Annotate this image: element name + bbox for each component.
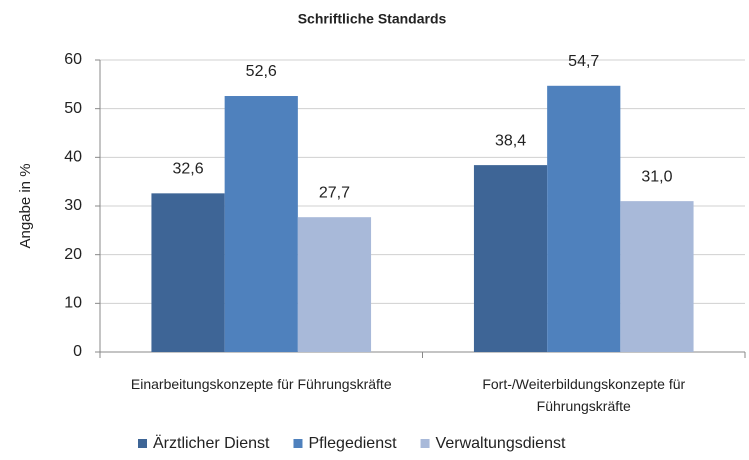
- y-tick-label: 40: [64, 149, 82, 166]
- value-label: 54,7: [568, 53, 599, 70]
- y-tick-label: 30: [64, 197, 82, 214]
- y-tick-label: 10: [64, 295, 82, 312]
- y-tick-label: 20: [64, 246, 82, 263]
- value-label: 31,0: [641, 168, 672, 185]
- legend-swatch: [293, 439, 303, 448]
- legend-swatch: [138, 439, 147, 448]
- bar: [151, 193, 225, 352]
- value-label: 32,6: [172, 161, 203, 178]
- legend-label: Verwaltungsdienst: [436, 435, 566, 452]
- legend-label: Pflegedienst: [308, 435, 397, 452]
- y-tick-label: 60: [64, 51, 82, 68]
- bar: [297, 217, 372, 352]
- value-label: 52,6: [246, 63, 277, 80]
- bar: [224, 96, 298, 352]
- value-label: 38,4: [495, 132, 526, 149]
- value-label: 27,7: [319, 184, 350, 201]
- chart-title: Schriftliche Standards: [298, 11, 447, 27]
- legend-swatch: [420, 439, 430, 448]
- y-tick-label: 50: [64, 100, 82, 117]
- bar: [473, 165, 548, 352]
- y-tick-label: 0: [73, 343, 82, 360]
- y-axis-label: Angabe in %: [17, 163, 34, 248]
- x-tick-label: Fort-/Weiterbildungskonzepte für Führung…: [482, 376, 686, 414]
- x-tick-label: Einarbeitungskonzepte für Führungskräfte: [130, 376, 392, 392]
- bar: [620, 201, 694, 352]
- legend-label: Ärztlicher Dienst: [153, 434, 270, 452]
- bar: [547, 85, 621, 352]
